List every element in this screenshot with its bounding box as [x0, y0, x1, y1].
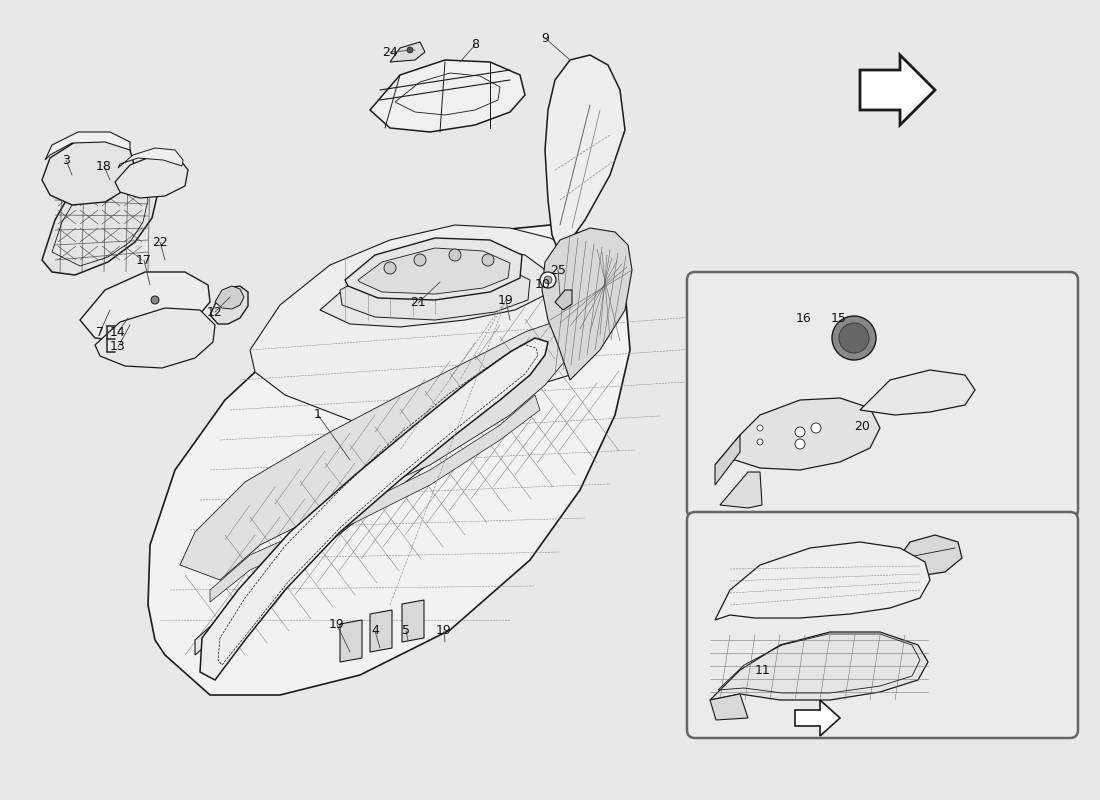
Text: 20: 20	[854, 419, 870, 433]
Polygon shape	[42, 140, 135, 205]
Circle shape	[407, 47, 412, 53]
Polygon shape	[402, 600, 424, 642]
Polygon shape	[544, 55, 625, 255]
Text: 9: 9	[541, 31, 549, 45]
Polygon shape	[118, 148, 183, 168]
Circle shape	[540, 272, 556, 288]
Text: 21: 21	[410, 297, 426, 310]
Text: 19: 19	[436, 625, 452, 638]
Polygon shape	[200, 338, 548, 680]
Polygon shape	[715, 542, 930, 620]
Polygon shape	[42, 162, 158, 275]
Text: 10: 10	[535, 278, 551, 290]
Circle shape	[384, 262, 396, 274]
Polygon shape	[370, 60, 525, 132]
Polygon shape	[370, 610, 392, 652]
Polygon shape	[390, 42, 425, 62]
Polygon shape	[148, 225, 630, 695]
Circle shape	[757, 425, 763, 431]
Text: 4: 4	[371, 625, 378, 638]
Text: 13: 13	[110, 341, 125, 354]
Polygon shape	[358, 248, 510, 294]
Text: 11: 11	[755, 663, 771, 677]
Polygon shape	[116, 155, 188, 198]
Circle shape	[795, 439, 805, 449]
Polygon shape	[795, 700, 840, 736]
Text: 7: 7	[96, 326, 104, 338]
Text: 25: 25	[550, 263, 565, 277]
Text: 19: 19	[498, 294, 514, 306]
Polygon shape	[210, 286, 248, 324]
Polygon shape	[180, 320, 575, 580]
Polygon shape	[210, 395, 540, 602]
Text: 16: 16	[796, 311, 812, 325]
Text: 18: 18	[96, 159, 112, 173]
Text: 14: 14	[110, 326, 125, 338]
Polygon shape	[860, 370, 975, 415]
Text: 22: 22	[152, 235, 168, 249]
Polygon shape	[715, 435, 740, 485]
Polygon shape	[720, 472, 762, 508]
Polygon shape	[345, 238, 522, 300]
Polygon shape	[710, 632, 928, 700]
Polygon shape	[320, 247, 548, 327]
Text: 5: 5	[402, 625, 410, 638]
Text: 17: 17	[136, 254, 152, 266]
Polygon shape	[890, 535, 962, 576]
Polygon shape	[556, 290, 572, 310]
Text: 3: 3	[62, 154, 70, 166]
Polygon shape	[45, 132, 130, 160]
FancyBboxPatch shape	[688, 272, 1078, 518]
Polygon shape	[80, 272, 210, 342]
Polygon shape	[710, 694, 748, 720]
Circle shape	[757, 439, 763, 445]
Circle shape	[832, 316, 876, 360]
Polygon shape	[95, 308, 214, 368]
Polygon shape	[214, 286, 244, 309]
Circle shape	[839, 323, 869, 353]
FancyBboxPatch shape	[688, 512, 1078, 738]
Polygon shape	[715, 398, 880, 470]
Circle shape	[482, 254, 494, 266]
Circle shape	[414, 254, 426, 266]
Polygon shape	[860, 55, 935, 125]
Circle shape	[544, 276, 552, 284]
Circle shape	[449, 249, 461, 261]
Text: 12: 12	[207, 306, 223, 318]
Text: 8: 8	[471, 38, 478, 51]
Polygon shape	[340, 260, 530, 320]
Polygon shape	[195, 350, 544, 655]
Circle shape	[151, 296, 160, 304]
Text: 15: 15	[832, 311, 847, 325]
Polygon shape	[250, 225, 615, 422]
Polygon shape	[542, 228, 632, 380]
Text: 19: 19	[329, 618, 345, 631]
Polygon shape	[340, 620, 362, 662]
Circle shape	[795, 427, 805, 437]
Text: 1: 1	[315, 409, 322, 422]
Text: 24: 24	[382, 46, 398, 58]
Circle shape	[811, 423, 821, 433]
